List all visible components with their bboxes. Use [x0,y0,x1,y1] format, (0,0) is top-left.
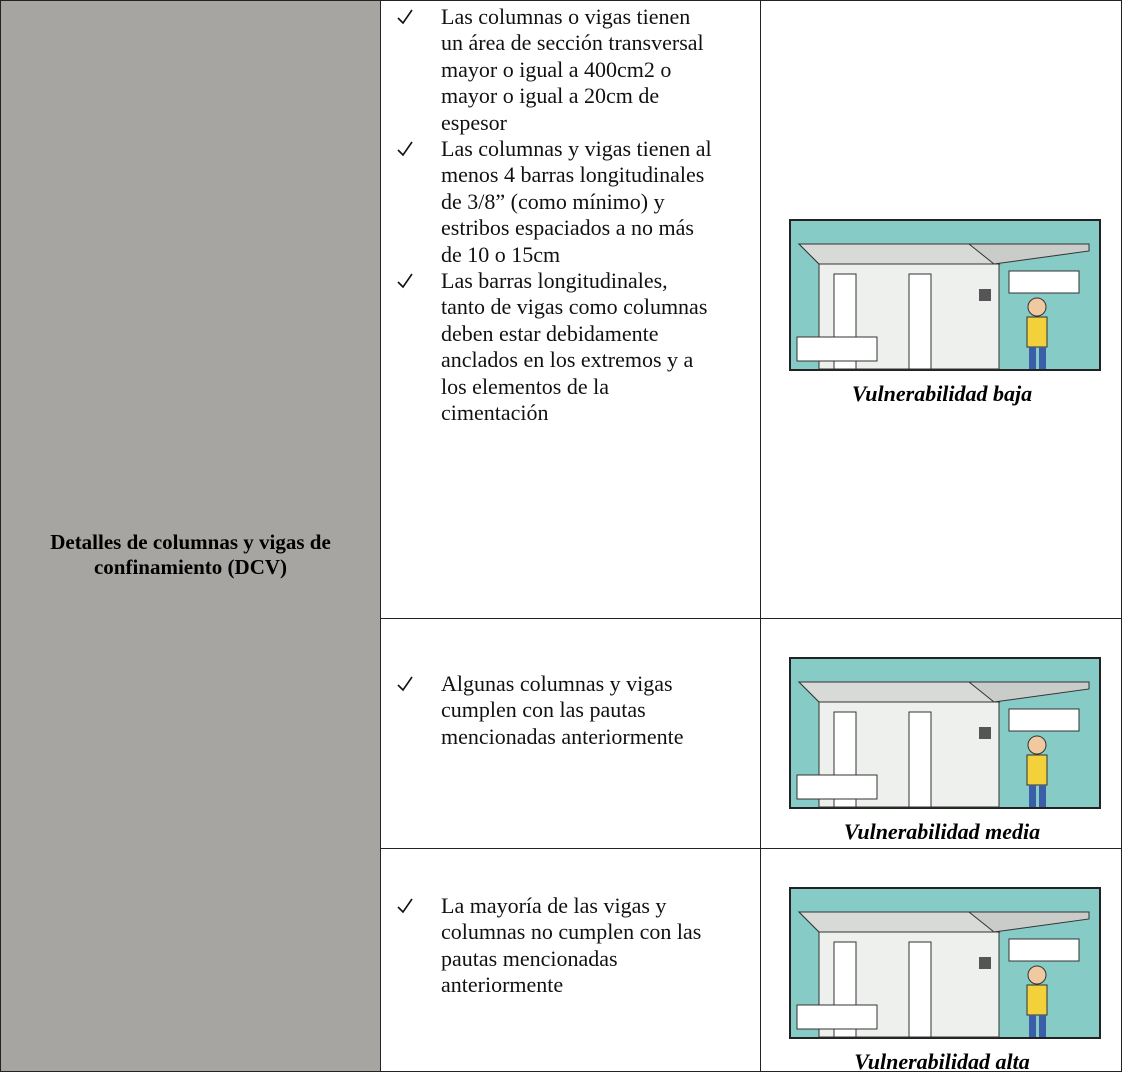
criterion: La mayoría de las vigas y columnas no cu… [397,893,713,999]
criterion-text: Las barras longitudinales, tanto de viga… [441,268,708,426]
row-label: Detalles de columnas y vigas de confinam… [50,530,331,579]
illustration [789,657,1101,809]
check-icon [397,676,413,692]
picture-cell: Vulnerabilidad baja [760,0,1122,619]
criterion: Algunas columnas y vigas cumplen con las… [397,671,713,750]
check-icon [397,898,413,914]
caption: Vulnerabilidad media [843,819,1041,844]
illustration [789,887,1101,1039]
caption: Vulnerabilidad alta [854,1049,1030,1074]
criterion-text: Las columnas o vigas tienen un área de s… [441,4,704,135]
caption: Vulnerabilidad baja [851,381,1033,406]
illustration-drawing [789,887,1101,1039]
illustration-drawing [789,219,1101,371]
check-icon [397,273,413,289]
criterion: Las columnas o vigas tienen un área de s… [397,4,713,136]
check-icon [397,9,413,25]
illustration [789,219,1101,371]
criteria-list: Las columnas o vigas tienen un área de s… [397,4,713,427]
picture-cell: Vulnerabilidad alta [760,848,1122,1074]
criteria-cell: La mayoría de las vigas y columnas no cu… [380,848,761,1072]
check-icon [397,141,413,157]
criterion-text: Las columnas y vigas tienen al menos 4 b… [441,136,712,267]
criterion: Las columnas y vigas tienen al menos 4 b… [397,136,713,268]
label-cell: Detalles de columnas y vigas de confinam… [0,0,381,1072]
illustration-drawing [789,657,1101,809]
criteria-cell: Las columnas o vigas tienen un área de s… [380,0,761,619]
criterion: Las barras longitudinales, tanto de viga… [397,268,713,426]
picture-cell: Vulnerabilidad media [760,618,1122,849]
criteria-cell: Algunas columnas y vigas cumplen con las… [380,618,761,849]
criterion-text: Algunas columnas y vigas cumplen con las… [441,671,684,749]
criterion-text: La mayoría de las vigas y columnas no cu… [441,893,702,998]
criteria-list: La mayoría de las vigas y columnas no cu… [397,893,713,999]
criteria-list: Algunas columnas y vigas cumplen con las… [397,671,713,750]
